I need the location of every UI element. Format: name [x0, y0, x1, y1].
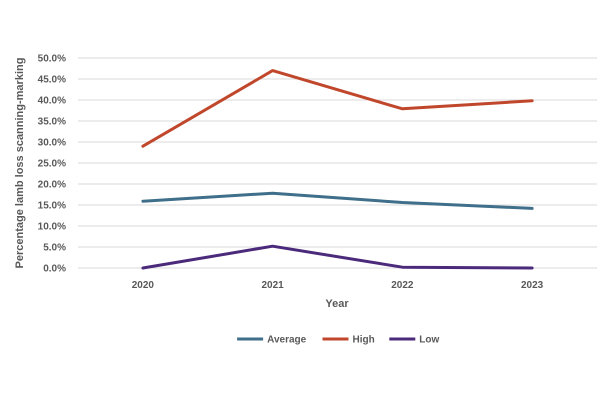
y-tick-label: 40.0% [38, 96, 66, 107]
y-tick-label: 15.0% [38, 201, 66, 212]
legend: Average High Low [237, 335, 440, 346]
y-tick-label: 10.0% [38, 222, 66, 233]
y-tick-label: 30.0% [38, 138, 66, 149]
x-tick-label: 2023 [521, 280, 544, 291]
x-axis-title: Year [325, 298, 349, 310]
legend-label: Low [419, 335, 439, 346]
series-line-high [141, 69, 534, 148]
series-line-low [141, 244, 534, 270]
series-lines [141, 69, 534, 270]
legend-label: High [353, 335, 375, 346]
legend-item-low: Low [389, 335, 440, 346]
x-axis-ticks: 2020 2021 2022 2023 [132, 280, 544, 291]
y-axis-ticks: 0.0% 5.0% 10.0% 15.0% 20.0% 25.0% 30.0% 35.0% 40… [38, 54, 66, 275]
x-tick-label: 2020 [132, 280, 155, 291]
y-tick-label: 50.0% [38, 54, 66, 65]
x-tick-label: 2021 [262, 280, 285, 291]
series-line-average [141, 191, 534, 210]
x-tick-label: 2022 [391, 280, 414, 291]
legend-item-high: High [322, 335, 375, 346]
y-tick-label: 5.0% [43, 243, 66, 254]
gridlines [78, 57, 597, 269]
y-axis-title: Percentage lamb loss scanning-marking [14, 58, 26, 269]
y-tick-label: 0.0% [43, 264, 66, 275]
y-tick-label: 25.0% [38, 159, 66, 170]
y-tick-label: 20.0% [38, 180, 66, 191]
y-tick-label: 45.0% [38, 75, 66, 86]
y-tick-label: 35.0% [38, 117, 66, 128]
legend-label: Average [267, 335, 307, 346]
legend-item-average: Average [237, 335, 307, 346]
